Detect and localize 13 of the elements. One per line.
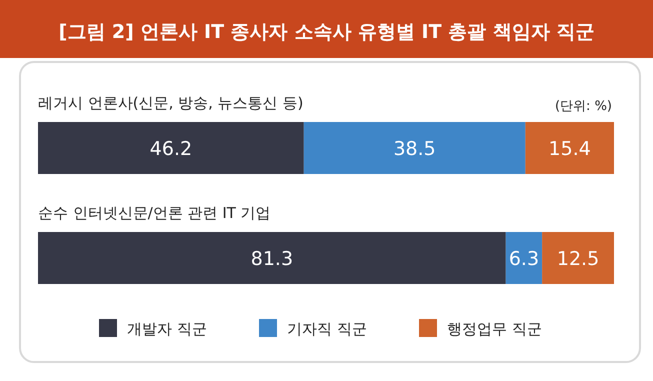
- y-tick-label: 레거시 언론사(신문, 방송, 뉴스통신 등): [38, 94, 304, 112]
- chart-title: [그림 2] 언론사 IT 종사자 소속사 유형별 IT 총괄 책임자 직군: [58, 21, 594, 43]
- data-label: 46.2: [150, 138, 192, 160]
- legend-label: 기자직 직군: [287, 320, 367, 338]
- data-label: 38.5: [393, 138, 436, 160]
- legend-label: 행정업무 직군: [447, 320, 542, 338]
- annotation: (단위: %): [554, 99, 612, 114]
- data-label: 15.4: [548, 138, 591, 160]
- y-tick-label: 순수 인터넷신문/언론 관련 IT 기업: [38, 204, 271, 222]
- data-label: 6.3: [508, 248, 540, 270]
- legend-label: 개발자 직군: [127, 320, 207, 338]
- data-label: 81.3: [250, 248, 294, 270]
- data-label: 12.5: [556, 248, 600, 270]
